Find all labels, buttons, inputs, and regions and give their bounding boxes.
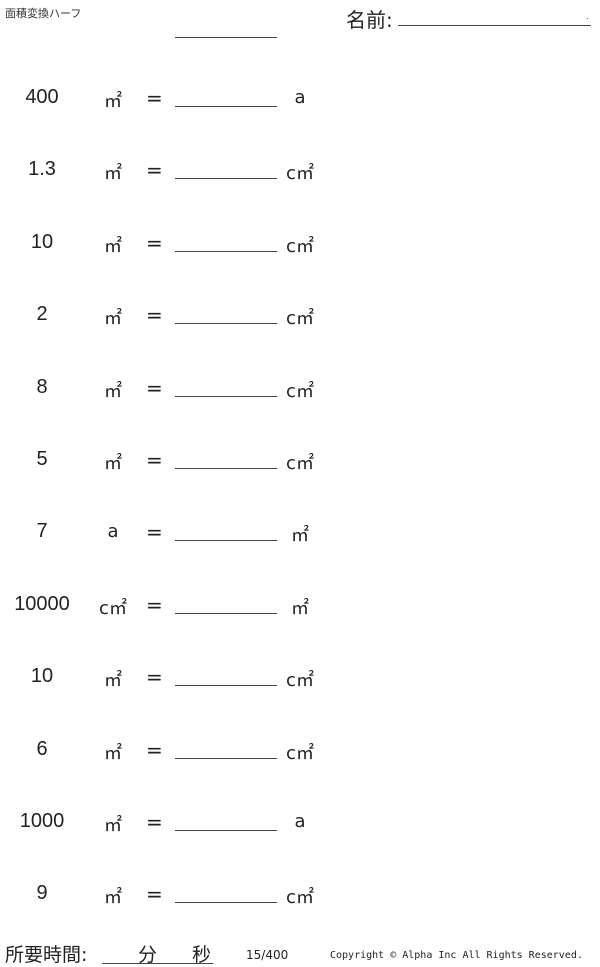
problem-value: 5 [36, 448, 48, 470]
equals-sign: = [146, 665, 163, 690]
problem-value: 7 [36, 520, 48, 543]
from-unit: ㎡ [104, 887, 122, 909]
problem-row: 10 ㎡ = c㎡ [0, 231, 600, 261]
copyright: Copyright © Alpha Inc All Rights Reserve… [330, 950, 583, 961]
from-unit: ㎡ [104, 670, 122, 692]
from-unit: ㎡ [104, 235, 122, 257]
minutes-label: 分 [138, 944, 158, 966]
answer-field[interactable] [175, 106, 277, 107]
equals-sign: = [146, 448, 163, 472]
from-unit: ㎡ [104, 91, 122, 112]
to-unit: a [294, 811, 306, 832]
problem-row: 10 ㎡ = c㎡ [0, 665, 600, 695]
problem-row: 5 ㎡ = c㎡ [0, 448, 600, 478]
problem-value: 8 [36, 375, 48, 398]
equals-sign: = [146, 375, 163, 400]
from-unit: ㎡ [104, 308, 122, 330]
problem-value: 10 [30, 230, 54, 253]
answer-field[interactable] [175, 323, 277, 325]
from-unit: ㎡ [104, 380, 122, 402]
problem-row: 10000 c㎡ = ㎡ [0, 593, 600, 623]
to-unit: c㎡ [286, 453, 314, 474]
problem-value: 2 [36, 303, 48, 326]
to-unit: c㎡ [286, 163, 314, 185]
answer-field[interactable] [175, 902, 277, 904]
answer-field[interactable] [175, 540, 277, 542]
equals-sign: = [146, 158, 163, 183]
problem-row: 6 ㎡ = c㎡ [0, 738, 600, 768]
name-dot: . [586, 12, 589, 21]
answer-field[interactable] [175, 685, 277, 687]
problem-value: 9 [36, 882, 48, 905]
equals-sign: = [146, 230, 163, 255]
problem-value: 6 [36, 737, 48, 760]
problem-row: 1.3 ㎡ = c㎡ [0, 158, 600, 188]
seconds-label: 秒 [192, 944, 212, 966]
problem-row: 9 ㎡ = c㎡ [0, 882, 600, 912]
problem-row: 400 ㎡ = a [0, 86, 600, 116]
to-unit: ㎡ [291, 525, 309, 547]
to-unit: c㎡ [286, 380, 314, 402]
from-unit: ㎡ [104, 742, 122, 764]
answer-field[interactable] [175, 178, 277, 180]
worksheet-title: 面積変換ハーフ [5, 7, 82, 20]
answer-field[interactable] [175, 250, 277, 252]
problem-value: 10 [30, 665, 54, 688]
problem-row: 7 a = ㎡ [0, 520, 600, 550]
to-unit: c㎡ [286, 742, 314, 764]
problem-row: 1000 ㎡ = a [0, 810, 600, 840]
answer-field[interactable] [175, 830, 277, 831]
equals-sign: = [146, 737, 163, 762]
problem-row: 2 ㎡ = c㎡ [0, 303, 600, 333]
problem-value: 1000 [19, 810, 65, 832]
from-unit: ㎡ [104, 163, 122, 185]
equals-sign: = [146, 592, 163, 617]
to-unit: c㎡ [286, 308, 314, 330]
equals-sign: = [146, 520, 163, 545]
problem-value: 400 [25, 86, 59, 108]
to-unit: a [294, 87, 306, 108]
name-label: 名前: [346, 8, 393, 32]
answer-field[interactable] [175, 612, 277, 614]
to-unit: ㎡ [291, 597, 309, 619]
page-number: 15/400 [246, 948, 289, 962]
to-unit: c㎡ [286, 235, 314, 257]
problem-value: 1.3 [28, 158, 56, 181]
time-field[interactable] [102, 963, 213, 964]
equals-sign: = [146, 810, 163, 834]
time-label: 所要時間: [5, 944, 88, 966]
answer-field[interactable] [175, 468, 277, 469]
equals-sign: = [146, 303, 163, 328]
problem-row: 8 ㎡ = c㎡ [0, 376, 600, 406]
equals-sign: = [146, 86, 163, 110]
from-unit: ㎡ [104, 815, 122, 836]
from-unit: ㎡ [104, 453, 122, 474]
from-unit: a [107, 521, 119, 543]
name-field[interactable] [398, 25, 591, 26]
to-unit: c㎡ [286, 670, 314, 692]
from-unit: c㎡ [99, 597, 127, 619]
answer-field[interactable] [175, 757, 277, 759]
to-unit: c㎡ [286, 887, 314, 909]
answer-field[interactable] [175, 395, 277, 397]
top-answer-line[interactable] [175, 37, 277, 38]
problem-value: 10000 [14, 592, 70, 615]
equals-sign: = [146, 882, 163, 907]
